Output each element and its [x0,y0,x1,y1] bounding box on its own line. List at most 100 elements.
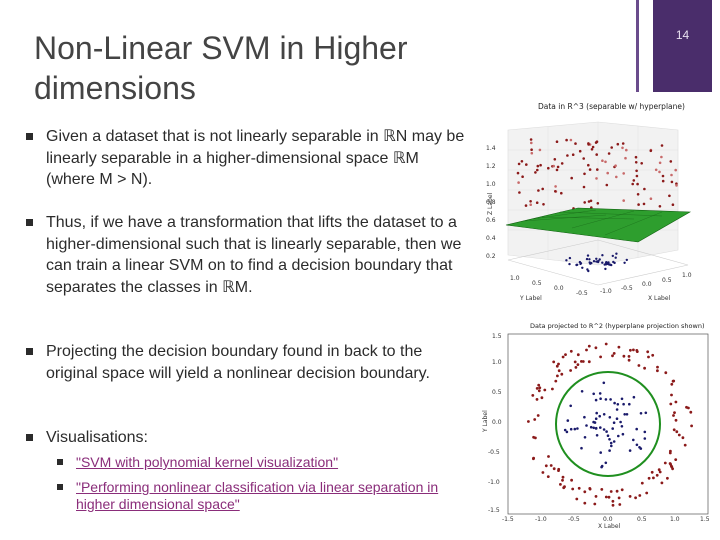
bullet-marker-icon [26,434,33,441]
scatter-point [565,259,568,262]
scatter-point [587,163,590,167]
scatter-point [595,411,598,415]
scatter-point [598,392,602,395]
scatter-point [632,179,636,182]
x-axis-label: X Label [648,295,671,302]
scatter-point [536,414,540,417]
scatter-point [574,142,577,145]
scatter-point [585,348,588,352]
scatter-point [649,197,653,200]
scatter-point [622,354,626,358]
scatter-point [586,254,590,257]
scatter-point [566,154,569,157]
sub-bullet-item: "Performing nonlinear classification via… [57,479,467,513]
scatter-point [627,355,631,358]
scatter-point [564,353,567,356]
scatter-point [562,486,566,490]
scatter-point [557,469,560,472]
scatter-point [621,432,625,436]
scatter-point [531,394,535,397]
scatter-point [670,393,673,397]
scatter-point [619,420,622,424]
scatter-point [573,360,577,364]
scatter-point [521,175,524,178]
scatter-point [673,411,676,414]
scatter-point [622,199,625,202]
scatter-point [596,202,600,205]
scatter-point [598,258,601,261]
sub-bullet-item: "SVM with polynomial kernel visualizatio… [57,454,467,471]
scatter-point [524,204,528,207]
scatter-point [561,355,565,359]
y-tick-labels: 1.0 0.5 0.0 -0.5 [510,275,588,297]
scatter-point [620,425,624,428]
x-tick: 1.0 [670,516,680,523]
scatter-point [533,418,537,421]
scatter-point [610,444,613,448]
scatter-point [544,464,548,468]
scatter-point [568,262,571,266]
scatter-point [586,268,589,271]
scatter-point [658,470,662,474]
scatter-point [525,163,528,166]
scatter-point [671,467,674,471]
scatter-point [581,360,585,363]
inner-class-points [563,381,648,469]
scatter-point [555,140,559,143]
scatter-point [571,487,575,491]
hyperplane-plane [505,207,692,243]
scatter-point [620,488,624,492]
scatter-point [615,417,619,420]
scatter-point [614,164,617,167]
scatter-point [638,494,642,497]
scatter-point [613,401,616,405]
scatter-point [580,446,583,450]
scatter-point [609,441,613,445]
scatter-point [579,262,582,266]
scatter-point [516,171,520,175]
scatter-point [628,449,632,452]
scatter-point [587,142,590,145]
scatter-point [643,366,646,370]
scatter-point [569,369,572,372]
scatter-point [565,138,568,142]
link-nonlinear-classification[interactable]: "Performing nonlinear classification via… [76,479,439,512]
scatter-point [636,193,640,196]
scatter-point [609,263,612,266]
scatter-point [604,160,607,164]
scatter-point [530,141,533,145]
bullet-text: Given a dataset that is not linearly sep… [46,128,465,188]
scatter-point [672,428,676,432]
scatter-point [569,404,572,408]
scatter-point [611,254,614,258]
scatter-point [652,476,655,480]
link-svm-polynomial-kernel[interactable]: "SVM with polynomial kernel visualizatio… [76,454,339,470]
scatter-point [599,426,602,429]
scatter-point [675,430,679,434]
scatter-point [621,142,625,145]
scatter-point [669,402,673,406]
scatter-point [646,350,650,354]
scatter-point [612,352,616,355]
x-tick: 1.0 [682,272,692,279]
scatter-point [632,438,635,442]
scatter-point [670,382,674,386]
scatter-point [542,203,545,206]
scatter-point [604,267,607,271]
x-tick: 0.0 [642,281,652,288]
scatter-point [578,149,582,153]
scatter-point [661,174,665,178]
scatter-point [615,408,619,411]
scatter-point [517,181,520,184]
scatter-point [654,168,658,172]
scatter-point [588,487,592,491]
scatter-point [687,406,690,410]
x-tick: -1.0 [535,516,547,523]
scatter-point [602,428,606,431]
scatter-point [670,173,673,177]
scatter-point [609,398,612,401]
scatter-point [669,449,672,453]
scatter-point [601,254,604,257]
scatter-point [616,403,620,406]
scatter-point [563,428,567,432]
